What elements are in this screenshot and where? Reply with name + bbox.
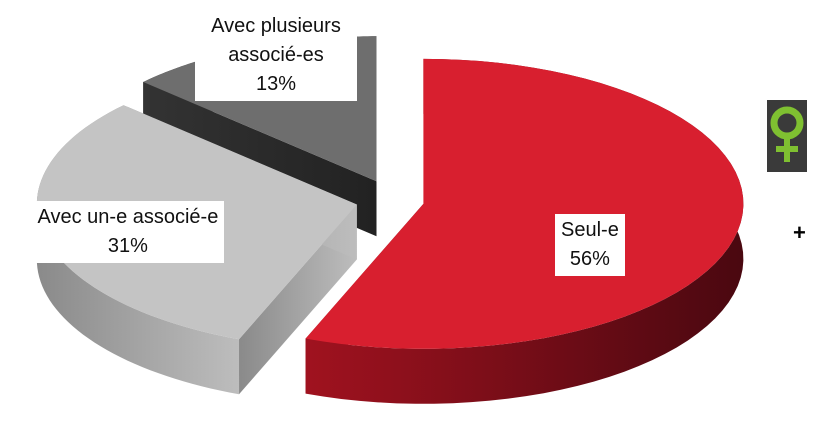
label-name: Avec un-e associé-e	[37, 206, 219, 228]
label-value: 56%	[569, 248, 610, 270]
plus-sign: +	[793, 220, 806, 245]
label-name: Avec plusieurs associé-es	[211, 14, 341, 66]
label-value: 31%	[107, 235, 148, 257]
slice-wall	[239, 204, 357, 395]
venus-icon	[767, 100, 807, 172]
data-label: Avec plusieurs associé-es 13%	[195, 9, 357, 101]
data-label: Seul-e 56%	[555, 214, 625, 276]
label-value: 13%	[255, 72, 297, 95]
data-label: Avec un-e associé-e 31%	[31, 201, 225, 263]
label-name: Seul-e	[561, 219, 619, 241]
slice-top	[305, 58, 744, 349]
